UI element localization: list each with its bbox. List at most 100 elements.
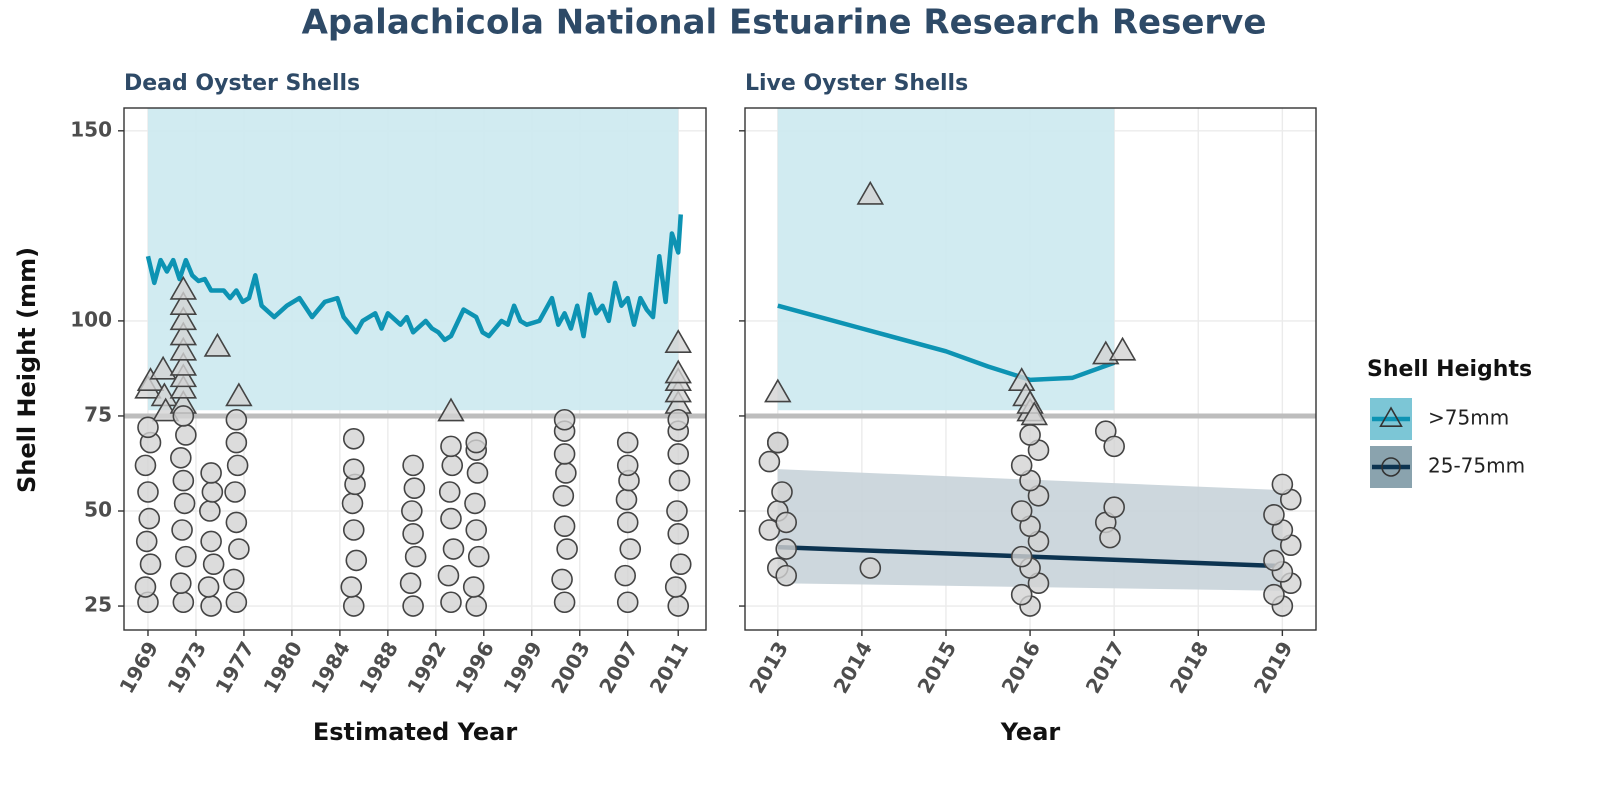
panel-border bbox=[123, 107, 707, 631]
circle-point bbox=[402, 523, 424, 545]
triangle-point bbox=[437, 397, 465, 422]
circle-point bbox=[1263, 583, 1285, 606]
circle-point bbox=[619, 538, 642, 560]
circle-point bbox=[466, 462, 489, 484]
triangle-point bbox=[169, 306, 198, 331]
y-tick-label: 150 bbox=[70, 117, 112, 141]
circle-point bbox=[1010, 454, 1033, 477]
x-tick-label: 2018 bbox=[1165, 637, 1214, 697]
circle-point bbox=[225, 408, 248, 431]
circle-point bbox=[440, 435, 462, 458]
circle-point bbox=[465, 595, 488, 617]
circle-point bbox=[556, 538, 578, 560]
x-axis-label: Estimated Year bbox=[313, 718, 518, 746]
circle-point bbox=[342, 458, 365, 480]
circle-point bbox=[401, 500, 423, 522]
circle-point bbox=[402, 595, 424, 617]
circle-point bbox=[616, 431, 639, 454]
circle-point bbox=[225, 431, 248, 454]
circle-point bbox=[616, 454, 639, 477]
x-tick-label: 1973 bbox=[162, 637, 211, 697]
circle-point bbox=[1010, 500, 1033, 522]
circle-point bbox=[173, 492, 196, 515]
circle-point bbox=[775, 564, 798, 587]
circle-point bbox=[462, 576, 485, 598]
y-tick-label: 100 bbox=[70, 307, 112, 331]
circle-point bbox=[172, 591, 195, 614]
circle-point bbox=[170, 446, 192, 469]
x-tick-label: 2011 bbox=[645, 637, 694, 697]
circle-point bbox=[552, 484, 575, 507]
triangle-point bbox=[856, 180, 885, 205]
circle-point bbox=[342, 519, 365, 541]
legend-label: >75mm bbox=[1428, 406, 1509, 430]
x-tick-label: 1969 bbox=[114, 637, 163, 697]
circle-point bbox=[341, 492, 364, 515]
circle-point bbox=[134, 576, 157, 598]
circle-point bbox=[1103, 435, 1125, 458]
circle-point bbox=[1103, 496, 1125, 518]
triangle-point bbox=[151, 397, 180, 422]
circle-point bbox=[228, 538, 250, 560]
circle-point bbox=[199, 500, 221, 522]
circle-point bbox=[438, 481, 461, 503]
circle-point bbox=[197, 576, 220, 598]
x-tick-label: 1984 bbox=[306, 637, 355, 697]
triangle-point bbox=[169, 291, 198, 315]
x-tick-label: 2016 bbox=[997, 637, 1046, 697]
circle-point bbox=[667, 595, 690, 617]
circle-point bbox=[1271, 473, 1294, 496]
circle-point bbox=[775, 511, 798, 534]
circle-point bbox=[137, 481, 159, 503]
legend-marker bbox=[1381, 457, 1401, 477]
x-tick-label: 2003 bbox=[546, 637, 595, 697]
circle-point bbox=[225, 511, 248, 534]
circle-point bbox=[437, 564, 460, 587]
circle-point bbox=[138, 507, 161, 530]
circle-point bbox=[442, 538, 465, 560]
triangle-point bbox=[203, 332, 232, 357]
circle-point bbox=[667, 523, 690, 545]
circle-point bbox=[200, 595, 222, 617]
circle-point bbox=[172, 405, 195, 427]
circle-point bbox=[224, 481, 246, 503]
circle-point bbox=[859, 557, 882, 579]
circle-point bbox=[555, 462, 577, 484]
circle-point bbox=[223, 568, 245, 591]
highlight-band bbox=[147, 108, 679, 411]
circle-point bbox=[1263, 549, 1285, 572]
circle-point bbox=[551, 568, 573, 591]
circle-point bbox=[172, 469, 195, 492]
circle-point bbox=[1010, 583, 1033, 606]
circle-point bbox=[1010, 545, 1033, 568]
circle-point bbox=[404, 545, 427, 568]
y-tick-label: 50 bbox=[84, 498, 112, 522]
triangle-point bbox=[1108, 336, 1137, 361]
triangle-point bbox=[169, 336, 198, 361]
circle-point bbox=[775, 538, 798, 560]
panel-title: Live Oyster Shells bbox=[745, 71, 968, 96]
circle-point bbox=[758, 450, 781, 473]
circle-point bbox=[200, 462, 222, 484]
triangle-point bbox=[169, 321, 198, 346]
circle-point bbox=[402, 454, 424, 477]
legend-label: 25-75mm bbox=[1428, 454, 1525, 478]
triangle-point bbox=[149, 355, 177, 380]
y-tick-label: 25 bbox=[84, 593, 112, 617]
x-tick-label: 2019 bbox=[1249, 637, 1298, 697]
circle-point bbox=[342, 595, 365, 617]
x-tick-label: 1977 bbox=[210, 637, 259, 697]
chart-title: Apalachicola National Estuarine Research… bbox=[302, 3, 1267, 43]
circle-point bbox=[464, 492, 486, 515]
circle-point bbox=[171, 519, 193, 541]
circle-point bbox=[615, 488, 638, 511]
circle-point bbox=[616, 591, 639, 614]
circle-point bbox=[134, 454, 157, 477]
x-axis-label: Year bbox=[1000, 718, 1061, 746]
circle-point bbox=[553, 591, 576, 614]
x-tick-label: 1992 bbox=[402, 637, 451, 697]
circle-point bbox=[403, 477, 426, 499]
circle-point bbox=[467, 545, 490, 568]
